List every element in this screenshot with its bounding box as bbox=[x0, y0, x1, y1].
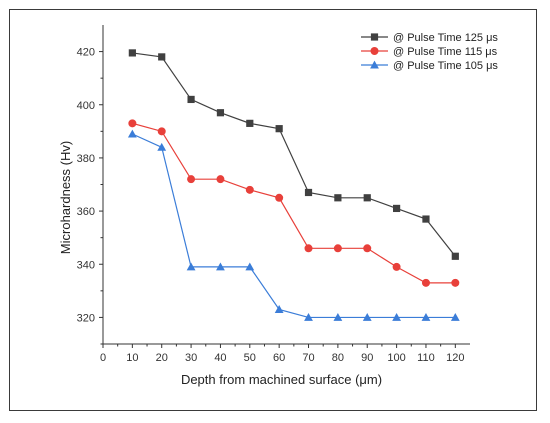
legend-label: @ Pulse Time 105 μs bbox=[393, 60, 498, 72]
data-point bbox=[304, 188, 313, 197]
x-tick-label: 10 bbox=[126, 352, 138, 364]
y-tick-label: 360 bbox=[77, 206, 95, 218]
data-point bbox=[362, 313, 372, 321]
x-tick-label: 50 bbox=[244, 352, 256, 364]
data-point bbox=[157, 127, 166, 136]
chart-frame bbox=[9, 9, 537, 411]
data-point bbox=[334, 194, 342, 202]
data-point bbox=[246, 119, 254, 127]
series-group bbox=[127, 49, 460, 321]
y-tick-label: 380 bbox=[77, 153, 95, 165]
x-tick-label: 40 bbox=[214, 352, 226, 364]
data-point bbox=[127, 129, 137, 138]
series-line bbox=[132, 122, 456, 284]
data-point bbox=[275, 125, 283, 133]
data-point bbox=[422, 215, 430, 223]
data-point bbox=[451, 278, 460, 287]
data-point bbox=[451, 252, 459, 260]
y-tick-label: 320 bbox=[77, 312, 95, 324]
legend-marker bbox=[370, 33, 379, 41]
x-tick-label: 0 bbox=[100, 352, 106, 364]
data-point bbox=[274, 305, 284, 313]
data-point bbox=[187, 175, 196, 184]
series-line bbox=[132, 52, 456, 257]
data-point bbox=[421, 278, 430, 287]
x-ticks: 0 10 20 30 40 50 60 70 80 90 100 110 120 bbox=[100, 344, 464, 364]
data-point bbox=[186, 262, 196, 271]
legend-marker bbox=[370, 60, 379, 69]
data-point bbox=[245, 262, 255, 271]
legend-item: @ Pulse Time 115 μs bbox=[361, 46, 498, 58]
x-tick-label: 120 bbox=[446, 352, 464, 364]
x-tick-label: 20 bbox=[156, 352, 168, 364]
data-point bbox=[216, 175, 225, 184]
data-point bbox=[392, 262, 401, 271]
series-3 bbox=[127, 129, 460, 321]
data-point bbox=[363, 244, 372, 253]
legend-item: @ Pulse Time 125 μs bbox=[361, 32, 498, 44]
data-point bbox=[421, 313, 431, 321]
legend-marker bbox=[370, 47, 379, 55]
data-point bbox=[450, 313, 460, 321]
series-1 bbox=[128, 49, 459, 260]
x-axis-label: Depth from machined surface (μm) bbox=[181, 372, 382, 387]
data-point bbox=[158, 53, 166, 61]
series-line bbox=[132, 133, 456, 319]
series-2 bbox=[128, 119, 460, 287]
y-ticks: 320 340 360 380 400 420 bbox=[77, 47, 103, 345]
legend-item: @ Pulse Time 105 μs bbox=[361, 60, 498, 72]
data-point bbox=[333, 313, 343, 321]
x-tick-label: 110 bbox=[417, 352, 435, 364]
data-point bbox=[187, 95, 195, 104]
y-tick-label: 340 bbox=[77, 259, 95, 271]
x-tick-label: 60 bbox=[273, 352, 285, 364]
data-point bbox=[392, 313, 401, 321]
x-tick-label: 30 bbox=[185, 352, 197, 364]
data-point bbox=[128, 49, 136, 57]
data-point bbox=[157, 142, 167, 151]
y-tick-label: 420 bbox=[77, 47, 95, 59]
x-tick-label: 90 bbox=[361, 352, 373, 364]
data-point bbox=[275, 193, 284, 202]
data-point bbox=[216, 109, 225, 117]
axes bbox=[102, 25, 470, 345]
data-point bbox=[393, 204, 401, 213]
data-point bbox=[245, 185, 254, 194]
x-tick-label: 80 bbox=[332, 352, 344, 364]
data-point bbox=[304, 244, 313, 253]
legend-label: @ Pulse Time 125 μs bbox=[393, 32, 498, 44]
y-axis-label: Microhardness (Hv) bbox=[58, 141, 73, 254]
data-point bbox=[333, 244, 342, 253]
x-tick-label: 100 bbox=[387, 352, 405, 364]
data-point bbox=[304, 313, 313, 321]
data-point bbox=[363, 194, 371, 202]
y-tick-label: 400 bbox=[77, 100, 95, 112]
legend: @ Pulse Time 125 μs @ Pulse Time 115 μs @ … bbox=[361, 32, 498, 72]
x-tick-label: 70 bbox=[302, 352, 314, 364]
data-point bbox=[216, 262, 225, 271]
data-point bbox=[128, 119, 137, 128]
legend-label: @ Pulse Time 115 μs bbox=[393, 46, 498, 58]
